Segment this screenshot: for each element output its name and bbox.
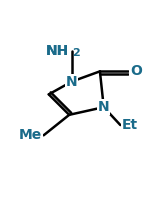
Text: NH: NH	[46, 44, 69, 58]
Text: 2: 2	[72, 48, 80, 58]
Text: NH: NH	[46, 44, 69, 58]
Text: Et: Et	[122, 118, 138, 132]
Text: Me: Me	[19, 128, 42, 142]
Text: N: N	[98, 100, 110, 114]
Text: N: N	[66, 75, 78, 89]
Text: O: O	[131, 64, 142, 78]
Text: NH: NH	[46, 44, 69, 58]
